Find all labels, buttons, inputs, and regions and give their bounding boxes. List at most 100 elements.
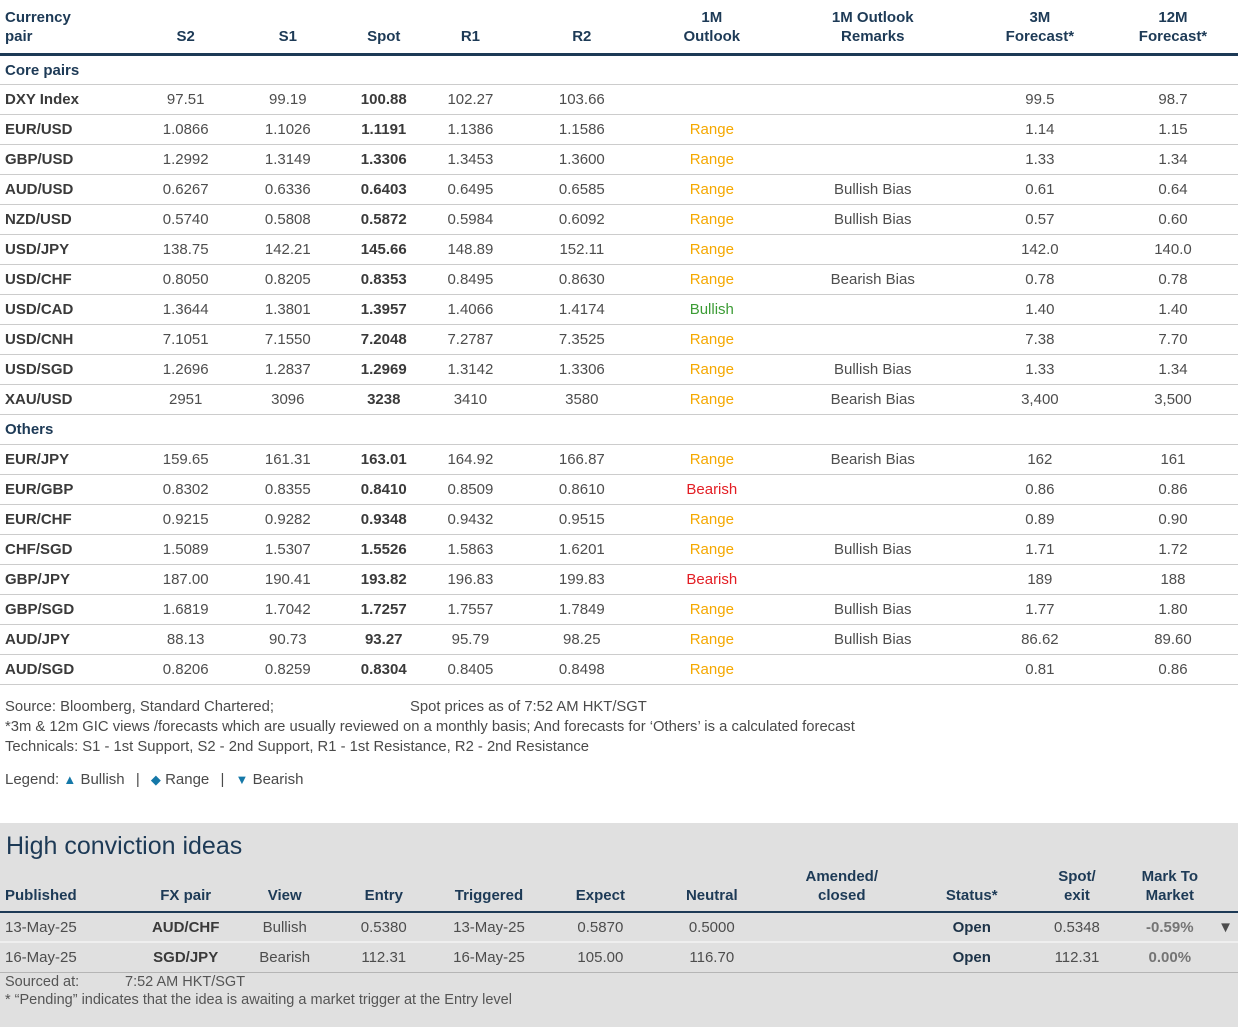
expect-cell: 105.00 [544,942,657,973]
pair-cell: AUD/JPY [0,624,137,655]
forecast-3m-cell: 0.57 [971,204,1108,235]
spot-cell: 163.01 [340,444,428,475]
column-header-neutral: Neutral [656,865,768,913]
forecast-12m-cell: 98.7 [1107,84,1238,115]
r1-cell: 1.7557 [427,594,514,625]
forecast-3m-cell: 1.40 [971,294,1108,325]
pair-cell: USD/CNH [0,324,137,355]
entry-cell: 112.31 [334,942,434,973]
s2-cell: 88.13 [136,624,236,655]
s2-cell: 0.8206 [136,654,236,685]
table-row: EUR/JPY 159.65 161.31 163.01 164.92 166.87 Ran… [0,444,1238,475]
r1-cell: 0.8495 [427,264,514,295]
remarks-cell [773,84,972,115]
r2-cell: 0.8498 [513,654,650,685]
forecast-12m-cell: 188 [1107,564,1238,595]
table-row: GBP/SGD 1.6819 1.7042 1.7257 1.7557 1.7849 Ran… [0,594,1238,625]
r1-cell: 0.5984 [427,204,514,235]
table-row: USD/CHF 0.8050 0.8205 0.8353 0.8495 0.8630 Ran… [0,264,1238,295]
forecast-12m-cell: 3,500 [1107,384,1238,415]
high-conviction-table: Published FX pair View Entry Triggered E… [0,865,1238,973]
column-header-expect: Expect [544,865,657,913]
spot-cell: 145.66 [340,234,428,265]
fx-pair-cell: SGD/JPY [136,942,236,973]
remarks-cell: Bullish Bias [773,174,972,205]
table-row: USD/CAD 1.3644 1.3801 1.3957 1.4066 1.4174 Bul… [0,294,1238,325]
forecast-12m-cell: 0.86 [1107,654,1238,685]
remarks-cell [773,474,972,505]
spot-cell: 1.5526 [340,534,428,565]
pair-cell: EUR/JPY [0,444,137,475]
outlook-cell: Bearish [649,474,774,505]
amended-closed-cell [767,942,917,973]
forecast-3m-cell: 142.0 [971,234,1108,265]
outlook-cell: Bearish [649,564,774,595]
column-header-s2: S2 [136,0,236,56]
table-row: AUD/JPY 88.13 90.73 93.27 95.79 98.25 Range Bul… [0,624,1238,655]
s2-cell: 7.1051 [136,324,236,355]
s1-cell: 0.8205 [235,264,341,295]
table-row: EUR/CHF 0.9215 0.9282 0.9348 0.9432 0.9515 Ran… [0,504,1238,535]
forecast-12m-cell: 0.78 [1107,264,1238,295]
spot-exit-cell: 0.5348 [1027,912,1127,943]
r2-cell: 199.83 [513,564,650,595]
pair-cell: GBP/JPY [0,564,137,595]
table-row: 13-May-25 AUD/CHF Bullish 0.5380 13-May-25 0.… [0,912,1238,943]
spot-cell: 193.82 [340,564,428,595]
legend-bearish-label: Bearish [252,771,304,788]
r2-cell: 152.11 [513,234,650,265]
entry-cell: 0.5380 [334,912,434,943]
s1-cell: 0.8355 [235,474,341,505]
legend: Legend: ▲ Bullish | ◆ Range | ▼ Bearish [0,771,1238,788]
forecast-12m-cell: 1.80 [1107,594,1238,625]
outlook-cell: Range [649,654,774,685]
fx-table-header-row: Currency pair S2 S1 Spot R1 R2 1M Outloo… [0,0,1238,56]
column-header-spot: Spot [340,0,428,56]
column-header-triggered: Triggered [433,865,545,913]
s1-cell: 190.41 [235,564,341,595]
high-conviction-footnotes: Sourced at: 7:52 AM HKT/SGT * “Pending” … [0,973,1238,1009]
forecast-12m-cell: 140.0 [1107,234,1238,265]
forecast-12m-cell: 1.72 [1107,534,1238,565]
amended-closed-cell [767,912,917,943]
table-row: AUD/USD 0.6267 0.6336 0.6403 0.6495 0.6585 Ran… [0,174,1238,205]
remarks-cell [773,504,972,535]
outlook-cell: Range [649,204,774,235]
r2-cell: 7.3525 [513,324,650,355]
high-conviction-panel: High conviction ideas Published FX pair … [0,823,1238,1027]
spot-time-note: Spot prices as of 7:52 AM HKT/SGT [410,699,647,715]
forecast-3m-cell: 0.86 [971,474,1108,505]
remarks-cell: Bullish Bias [773,354,972,385]
s2-cell: 1.2696 [136,354,236,385]
status-cell: Open [916,942,1028,973]
r1-cell: 1.4066 [427,294,514,325]
r2-cell: 1.3600 [513,144,650,175]
s2-cell: 0.8050 [136,264,236,295]
remarks-cell: Bullish Bias [773,204,972,235]
pair-cell: GBP/USD [0,144,137,175]
s2-cell: 1.3644 [136,294,236,325]
forecast-note: *3m & 12m GIC views /forecasts which are… [5,719,855,735]
s2-cell: 1.2992 [136,144,236,175]
pair-cell: USD/JPY [0,234,137,265]
pair-cell: EUR/CHF [0,504,137,535]
table-row: DXY Index 97.51 99.19 100.88 102.27 103.66 99.… [0,84,1238,115]
s1-cell: 7.1550 [235,324,341,355]
forecast-3m-cell: 1.33 [971,354,1108,385]
section-label: Core pairs [0,54,1238,85]
spot-exit-cell: 112.31 [1027,942,1127,973]
hc-header-row: Published FX pair View Entry Triggered E… [0,865,1238,913]
r2-cell: 1.4174 [513,294,650,325]
forecast-12m-cell: 1.34 [1107,144,1238,175]
forecast-12m-cell: 0.86 [1107,474,1238,505]
remarks-cell: Bullish Bias [773,594,972,625]
spot-cell: 0.9348 [340,504,428,535]
column-header-currency-pair: Currency pair [0,0,137,56]
forecast-12m-cell: 0.64 [1107,174,1238,205]
s1-cell: 1.5307 [235,534,341,565]
remarks-cell: Bullish Bias [773,624,972,655]
table-footnotes: Source: Bloomberg, Standard Chartered; S… [0,697,1238,757]
r1-cell: 0.9432 [427,504,514,535]
spot-cell: 0.8410 [340,474,428,505]
s2-cell: 0.9215 [136,504,236,535]
